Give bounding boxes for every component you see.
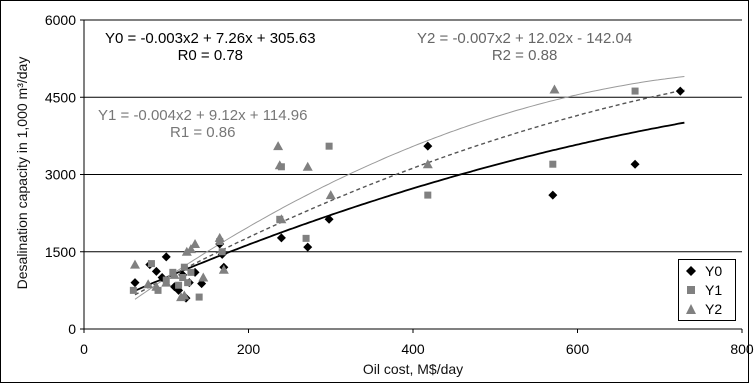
equation-y1: Y1 = -0.004x2 + 9.12x + 114.96 R1 = 0.86 (98, 107, 307, 141)
x-axis-label: Oil cost, M$/day (362, 361, 464, 377)
point-y1-8 (184, 279, 192, 287)
legend-label-y1: Y1 (705, 282, 723, 298)
triangle-icon (686, 304, 696, 314)
y-tick-label-3000: 3000 (45, 167, 76, 183)
equation-y0: Y0 = -0.003x2 + 7.26x + 305.63 R0 = 0.78 (105, 30, 316, 64)
point-y2-18 (422, 159, 433, 169)
point-y0-17 (324, 214, 334, 224)
point-y0-18 (423, 141, 433, 151)
legend: Y0 Y1 Y2 (678, 259, 736, 321)
trendline-y2 (134, 76, 685, 300)
tick-labels: 0 1500 3000 4500 6000 0 200 400 600 800 (45, 12, 754, 357)
point-y1-18 (549, 160, 557, 168)
y-tick-label-0: 0 (68, 321, 76, 337)
y-tick-label-1500: 1500 (45, 244, 76, 260)
legend-item-y1: Y1 (685, 281, 722, 299)
trendline-y1 (134, 89, 685, 296)
legend-label-y0: Y0 (705, 263, 723, 279)
y-tick-label-6000: 6000 (45, 12, 76, 28)
point-y2-1 (143, 279, 154, 289)
point-y2-13 (273, 141, 284, 151)
x-tick-label-600: 600 (566, 341, 590, 357)
y-axis-label: Desalination capacity in 1,000 m³/day (14, 57, 30, 290)
point-y1-19 (631, 87, 639, 95)
equation-y0-r: R0 = 0.78 (177, 47, 244, 64)
equation-y2-formula: Y2 = -0.007x2 + 12.02x - 142.04 (417, 30, 633, 47)
point-y1-9 (187, 268, 195, 276)
point-y2-19 (549, 84, 560, 94)
point-y2-12 (218, 264, 229, 274)
point-y2-7 (181, 246, 192, 256)
point-y2-2 (151, 281, 162, 291)
point-y1-5 (175, 281, 183, 289)
point-y0-15 (276, 233, 286, 243)
point-y2-10 (198, 272, 209, 282)
x-tick-label-400: 400 (401, 341, 425, 357)
point-y1-7 (180, 263, 188, 271)
point-y1-16 (325, 142, 333, 150)
y-tick-label-4500: 4500 (45, 89, 76, 105)
legend-item-y2: Y2 (685, 300, 722, 318)
point-y0-20 (630, 159, 640, 169)
point-y1-17 (424, 191, 432, 199)
point-y0-21 (675, 86, 685, 96)
equation-y1-r: R1 = 0.86 (170, 124, 236, 141)
point-y2-4 (169, 269, 180, 279)
point-y0-16 (303, 242, 313, 252)
point-y1-6 (179, 274, 187, 281)
legend-item-y0: Y0 (685, 262, 722, 280)
point-y2-0 (129, 259, 140, 269)
point-y1-4 (169, 268, 177, 276)
x-tick-label-800: 800 (730, 341, 754, 357)
legend-label-y2: Y2 (705, 301, 723, 317)
point-y1-10 (195, 293, 203, 301)
point-y2-6 (179, 290, 190, 300)
point-y0-2 (151, 266, 161, 276)
x-tick-label-0: 0 (80, 341, 88, 357)
point-y2-3 (161, 277, 172, 287)
equation-y0-formula: Y0 = -0.003x2 + 7.26x + 305.63 (105, 30, 316, 47)
equation-y1-formula: Y1 = -0.004x2 + 9.12x + 114.96 (98, 107, 308, 124)
square-icon (687, 286, 695, 294)
equation-y2: Y2 = -0.007x2 + 12.02x - 142.04 R2 = 0.8… (417, 30, 632, 64)
point-y2-16 (302, 161, 313, 171)
point-y1-12 (218, 248, 226, 256)
diamond-icon (686, 266, 696, 276)
point-y2-15 (274, 160, 285, 170)
point-y2-14 (276, 214, 287, 224)
point-y2-11 (214, 232, 225, 242)
y-axis-label-text: Desalination capacity in 1,000 m³/day (14, 56, 30, 290)
point-y1-1 (147, 260, 155, 268)
point-y2-8 (185, 244, 196, 254)
data-points (129, 84, 685, 303)
trendline-y0 (134, 121, 685, 292)
point-y1-0 (129, 286, 137, 294)
point-y0-19 (548, 190, 558, 200)
axes (80, 19, 743, 333)
trendlines (134, 76, 685, 300)
equation-y2-r: R2 = 0.88 (491, 47, 558, 64)
point-y0-4 (161, 252, 171, 262)
point-y1-15 (302, 234, 310, 242)
point-y2-9 (190, 239, 201, 249)
x-tick-label-200: 200 (237, 341, 261, 357)
point-y2-17 (325, 190, 336, 200)
point-y0-0 (130, 278, 140, 288)
